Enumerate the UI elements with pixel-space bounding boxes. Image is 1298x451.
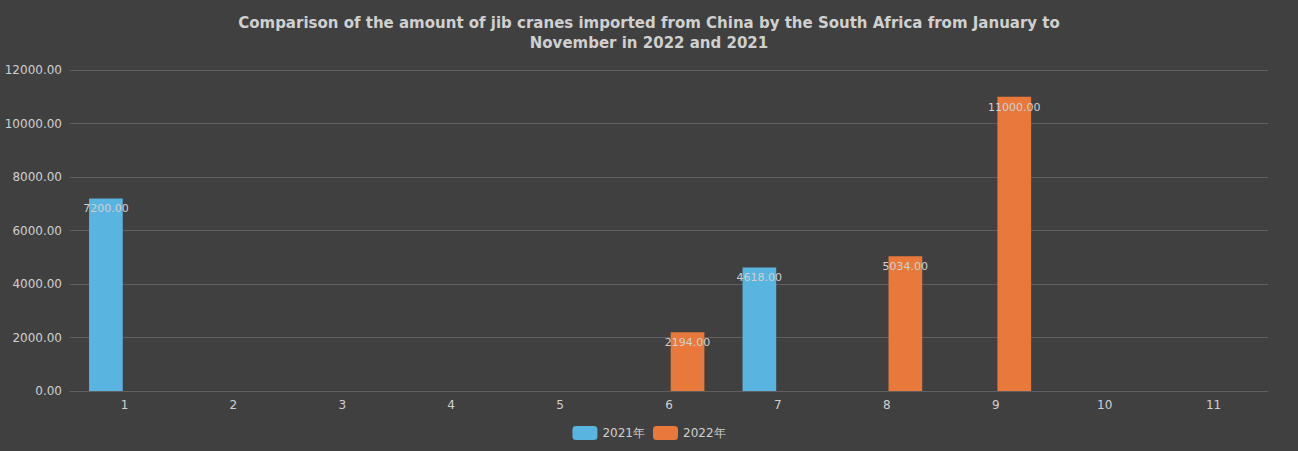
svg-text:11: 11	[1206, 398, 1221, 412]
svg-text:11000.00: 11000.00	[988, 101, 1041, 114]
svg-text:4: 4	[447, 398, 455, 412]
svg-text:November in 2022 and 2021: November in 2022 and 2021	[530, 34, 769, 52]
svg-text:Comparison of the amount of ji: Comparison of the amount of jib cranes i…	[238, 14, 1060, 32]
svg-text:0.00: 0.00	[35, 384, 62, 398]
svg-text:5: 5	[556, 398, 564, 412]
svg-text:10000.00: 10000.00	[5, 117, 62, 131]
svg-text:9: 9	[992, 398, 1000, 412]
svg-text:12000.00: 12000.00	[5, 63, 62, 77]
svg-text:8000.00: 8000.00	[12, 170, 62, 184]
svg-text:7200.00: 7200.00	[83, 202, 128, 215]
svg-text:2000.00: 2000.00	[12, 331, 62, 345]
svg-text:7: 7	[774, 398, 782, 412]
svg-text:2021年: 2021年	[602, 426, 645, 440]
svg-text:1: 1	[121, 398, 129, 412]
svg-text:5034.00: 5034.00	[883, 260, 929, 273]
svg-text:2022年: 2022年	[683, 426, 726, 440]
svg-text:10: 10	[1097, 398, 1112, 412]
svg-text:4618.00: 4618.00	[737, 271, 783, 284]
svg-text:6000.00: 6000.00	[12, 224, 62, 238]
svg-text:2194.00: 2194.00	[665, 336, 711, 349]
svg-text:4000.00: 4000.00	[12, 277, 62, 291]
svg-text:2: 2	[230, 398, 238, 412]
svg-text:8: 8	[883, 398, 891, 412]
svg-text:3: 3	[338, 398, 346, 412]
svg-text:6: 6	[665, 398, 673, 412]
